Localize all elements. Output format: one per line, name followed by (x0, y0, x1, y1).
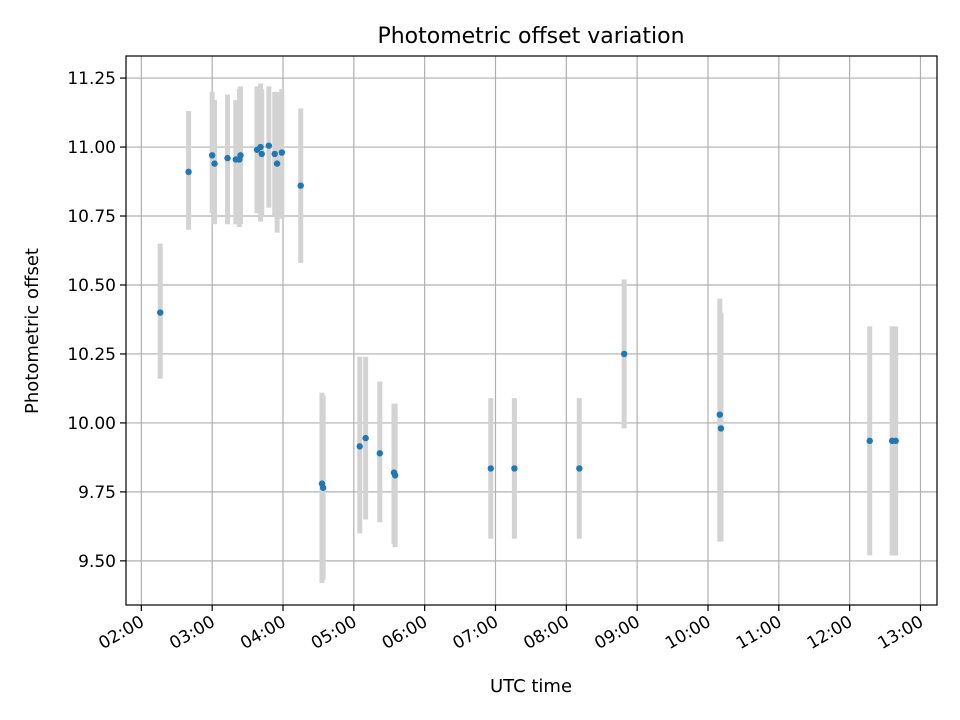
x-tick-label: 07:00 (450, 612, 502, 654)
plot-frame (125, 55, 938, 606)
y-tick-label: 9.50 (78, 552, 116, 572)
x-axis-label: UTC time (490, 676, 572, 697)
data-point (866, 437, 873, 445)
data-point (257, 143, 264, 151)
y-tick-label: 10.75 (67, 207, 116, 227)
data-point (576, 465, 583, 472)
data-point (278, 149, 286, 156)
data-point (716, 411, 723, 418)
x-tick-label: 13:00 (875, 612, 927, 654)
data-point (620, 350, 628, 358)
grid-lines (126, 56, 937, 605)
x-tick-label: 12:00 (804, 612, 856, 654)
data-point (487, 465, 494, 472)
y-tick-label: 11.25 (67, 69, 116, 89)
x-tick-label: 09:00 (591, 612, 643, 654)
x-axis-ticks: 02:00 03:00 04:00 05:00 06:00 07:00 08:00 09:00… (95, 605, 927, 654)
x-tick-label: 02:00 (95, 612, 147, 654)
data-point (208, 152, 216, 159)
data-point (224, 154, 231, 162)
data-point (237, 152, 244, 159)
data-point (265, 142, 273, 149)
data-point (319, 484, 327, 491)
y-tick-label: 11.00 (67, 138, 116, 158)
data-point (391, 472, 399, 479)
data-point (273, 160, 281, 167)
data-point (356, 443, 363, 450)
data-point (157, 309, 164, 316)
data-point (376, 450, 384, 457)
data-point (211, 160, 218, 167)
x-tick-label: 06:00 (379, 612, 431, 654)
data-point (297, 182, 304, 189)
x-tick-label: 11:00 (733, 612, 785, 654)
x-tick-label: 03:00 (166, 612, 218, 654)
data-point (185, 168, 192, 176)
x-tick-label: 05:00 (308, 612, 360, 654)
x-tick-label: 04:00 (237, 612, 289, 654)
data-point (362, 434, 369, 442)
data-point (511, 465, 518, 472)
x-tick-label: 08:00 (520, 612, 572, 654)
data-point (258, 150, 265, 158)
y-tick-label: 9.75 (78, 483, 116, 503)
y-tick-label: 10.00 (67, 414, 116, 434)
x-tick-label: 10:00 (662, 612, 714, 654)
data-points (157, 142, 899, 491)
y-axis-label: Photometric offset (22, 248, 43, 414)
chart-title: Photometric offset variation (377, 24, 684, 49)
data-point (892, 437, 899, 445)
data-point (271, 150, 278, 158)
error-bars (157, 83, 899, 583)
y-tick-label: 10.25 (67, 345, 116, 365)
y-tick-label: 10.50 (67, 276, 116, 296)
y-axis-ticks: 9.50 9.75 10.00 10.25 10.50 10.75 11.00 11.25 (67, 69, 126, 572)
data-point (717, 425, 725, 432)
